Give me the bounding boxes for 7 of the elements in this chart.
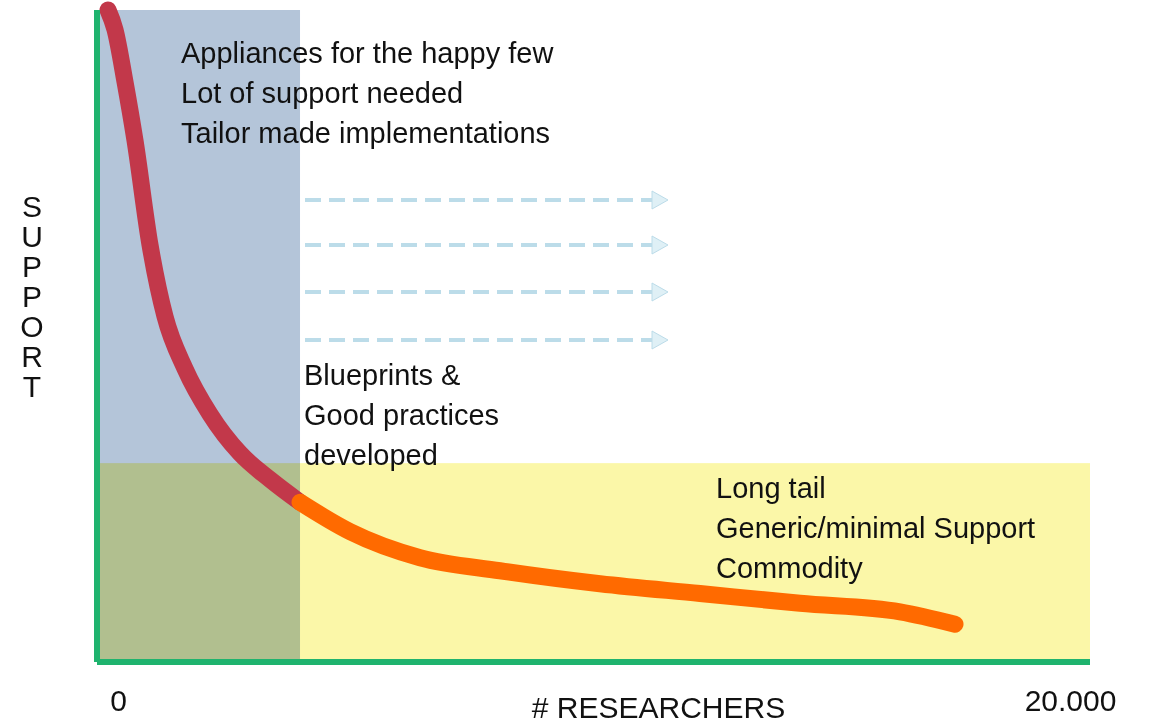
x-tick-label: 20.000 (1024, 684, 1117, 718)
x-tick-label: 0 (110, 684, 127, 718)
x-axis-title: # RESEARCHERS (531, 691, 786, 723)
annotation: Blueprints & Good practices developed (304, 359, 500, 471)
annotation: Appliances for the happy few Lot of support needed Tailor made implementations (181, 37, 555, 149)
annotation: Long tail Generic/minimal Support Commodity (716, 472, 1036, 584)
y-axis-title: SUPPORT (15, 190, 49, 400)
